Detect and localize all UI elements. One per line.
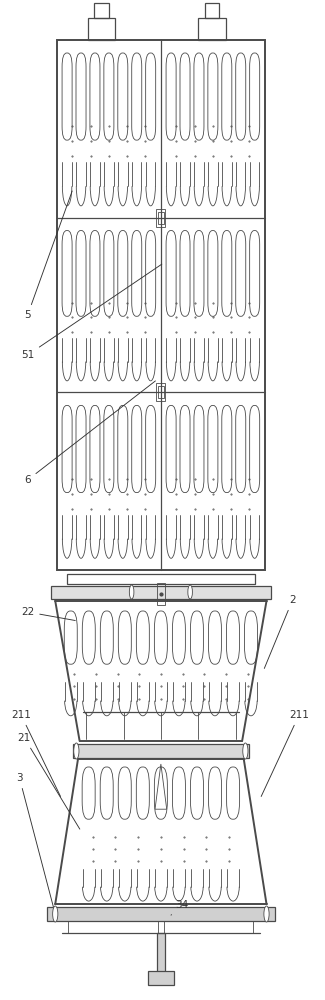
Bar	[158, 386, 164, 398]
Bar	[205, 3, 219, 18]
Bar	[94, 3, 109, 18]
Text: 21: 21	[18, 733, 80, 829]
Circle shape	[243, 743, 248, 759]
Bar	[156, 209, 165, 227]
Bar	[88, 18, 115, 40]
Text: 211: 211	[261, 710, 309, 796]
Bar	[148, 971, 174, 985]
Text: 51: 51	[21, 264, 162, 360]
Circle shape	[53, 906, 58, 922]
Bar	[156, 383, 165, 401]
Bar	[57, 40, 265, 570]
Text: 6: 6	[24, 381, 155, 485]
Bar	[47, 907, 275, 921]
Bar	[157, 933, 165, 972]
Bar	[198, 18, 226, 40]
Circle shape	[264, 906, 269, 922]
Bar	[67, 574, 255, 584]
Bar	[158, 212, 164, 224]
Bar	[73, 744, 249, 758]
Circle shape	[129, 585, 134, 599]
Text: 211: 211	[11, 710, 60, 797]
Circle shape	[74, 743, 79, 759]
Text: 2: 2	[264, 595, 296, 668]
Text: 5: 5	[24, 191, 72, 320]
Circle shape	[188, 585, 192, 599]
Text: 22: 22	[21, 607, 75, 621]
Polygon shape	[155, 764, 167, 809]
Bar	[51, 586, 271, 599]
Text: 34: 34	[171, 900, 188, 915]
Text: 3: 3	[16, 773, 55, 911]
Bar	[157, 583, 165, 605]
